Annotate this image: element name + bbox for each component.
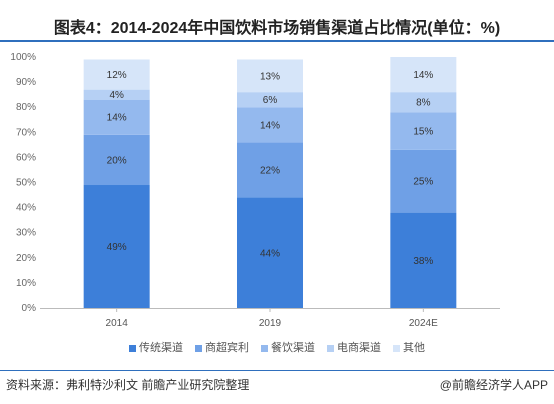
bar-segment — [83, 59, 150, 90]
source-note: 资料来源：弗利特沙利文 前瞻产业研究院整理 — [6, 378, 250, 392]
bar-segment — [237, 142, 303, 198]
bar-segment — [390, 92, 457, 113]
data-label: 14% — [107, 113, 127, 124]
data-label: 15% — [413, 127, 433, 138]
y-tick-label: 20% — [16, 253, 36, 264]
legend-swatch — [327, 344, 334, 352]
brand-label: @前瞻经济学人APP — [439, 378, 548, 392]
data-label: 12% — [107, 70, 127, 81]
y-tick-label: 10% — [16, 278, 36, 289]
data-label: 38% — [413, 256, 433, 267]
y-tick-label: 80% — [16, 102, 36, 113]
x-tick-label: 2019 — [259, 318, 282, 329]
data-label: 20% — [107, 155, 127, 166]
y-tick-label: 90% — [16, 77, 36, 88]
data-label: 6% — [263, 95, 278, 106]
legend-label: 其他 — [403, 342, 425, 354]
data-label: 8% — [416, 98, 431, 109]
chart-title: 图表4：2014-2024年中国饮料市场销售渠道占比情况(单位：%) — [53, 20, 501, 37]
data-label: 14% — [260, 120, 280, 131]
bar-segment — [237, 59, 303, 93]
data-label: 25% — [413, 177, 433, 188]
legend-item: 商超宾利 — [195, 339, 249, 355]
data-label: 44% — [260, 248, 280, 259]
bar-segment — [237, 92, 303, 108]
x-tick-label: 2024E — [409, 318, 438, 329]
legend-swatch — [129, 344, 136, 352]
bar-segment — [83, 134, 150, 186]
y-tick-label: 100% — [10, 52, 36, 63]
data-label: 4% — [109, 90, 124, 101]
bar-segment — [390, 149, 457, 213]
legend-swatch — [393, 344, 400, 352]
legend-item: 其他 — [393, 339, 425, 355]
legend-label: 传统渠道 — [139, 342, 183, 354]
legend-item: 餐饮渠道 — [261, 339, 315, 355]
y-tick-label: 70% — [16, 127, 36, 138]
legend-swatch — [195, 344, 202, 352]
bar-segment — [237, 197, 303, 308]
legend-swatch — [261, 344, 268, 352]
legend-label: 商超宾利 — [205, 342, 249, 354]
bar-segment — [390, 212, 457, 308]
y-tick-label: 30% — [16, 228, 36, 239]
legend-item: 传统渠道 — [129, 339, 183, 355]
chart-legend: 传统渠道 商超宾利 餐饮渠道 电商渠道 其他 — [0, 339, 554, 355]
y-tick-label: 60% — [16, 152, 36, 163]
data-label: 49% — [107, 242, 127, 253]
bar-segment — [83, 185, 150, 308]
stacked-bar-chart: 0% 10% 20% 30% 40% 50% 60% 70% 80% 90% 100% 49% 20% 1… — [10, 52, 500, 329]
y-tick-label: 40% — [16, 203, 36, 214]
footer-divider — [0, 370, 554, 371]
data-label: 14% — [413, 70, 433, 81]
title-divider — [0, 40, 554, 42]
legend-label: 电商渠道 — [337, 342, 381, 354]
data-label: 22% — [260, 165, 280, 176]
y-tick-label: 0% — [22, 303, 37, 314]
bar-segment — [83, 89, 150, 100]
bar-segment — [390, 112, 457, 150]
legend-label: 餐饮渠道 — [271, 342, 315, 354]
bar-segment — [237, 107, 303, 143]
bar-segment — [83, 99, 150, 135]
y-tick-label: 50% — [16, 178, 36, 189]
bar-segment — [390, 57, 457, 93]
data-label: 13% — [260, 71, 280, 82]
legend-item: 电商渠道 — [327, 339, 381, 355]
x-tick-label: 2014 — [106, 318, 129, 329]
